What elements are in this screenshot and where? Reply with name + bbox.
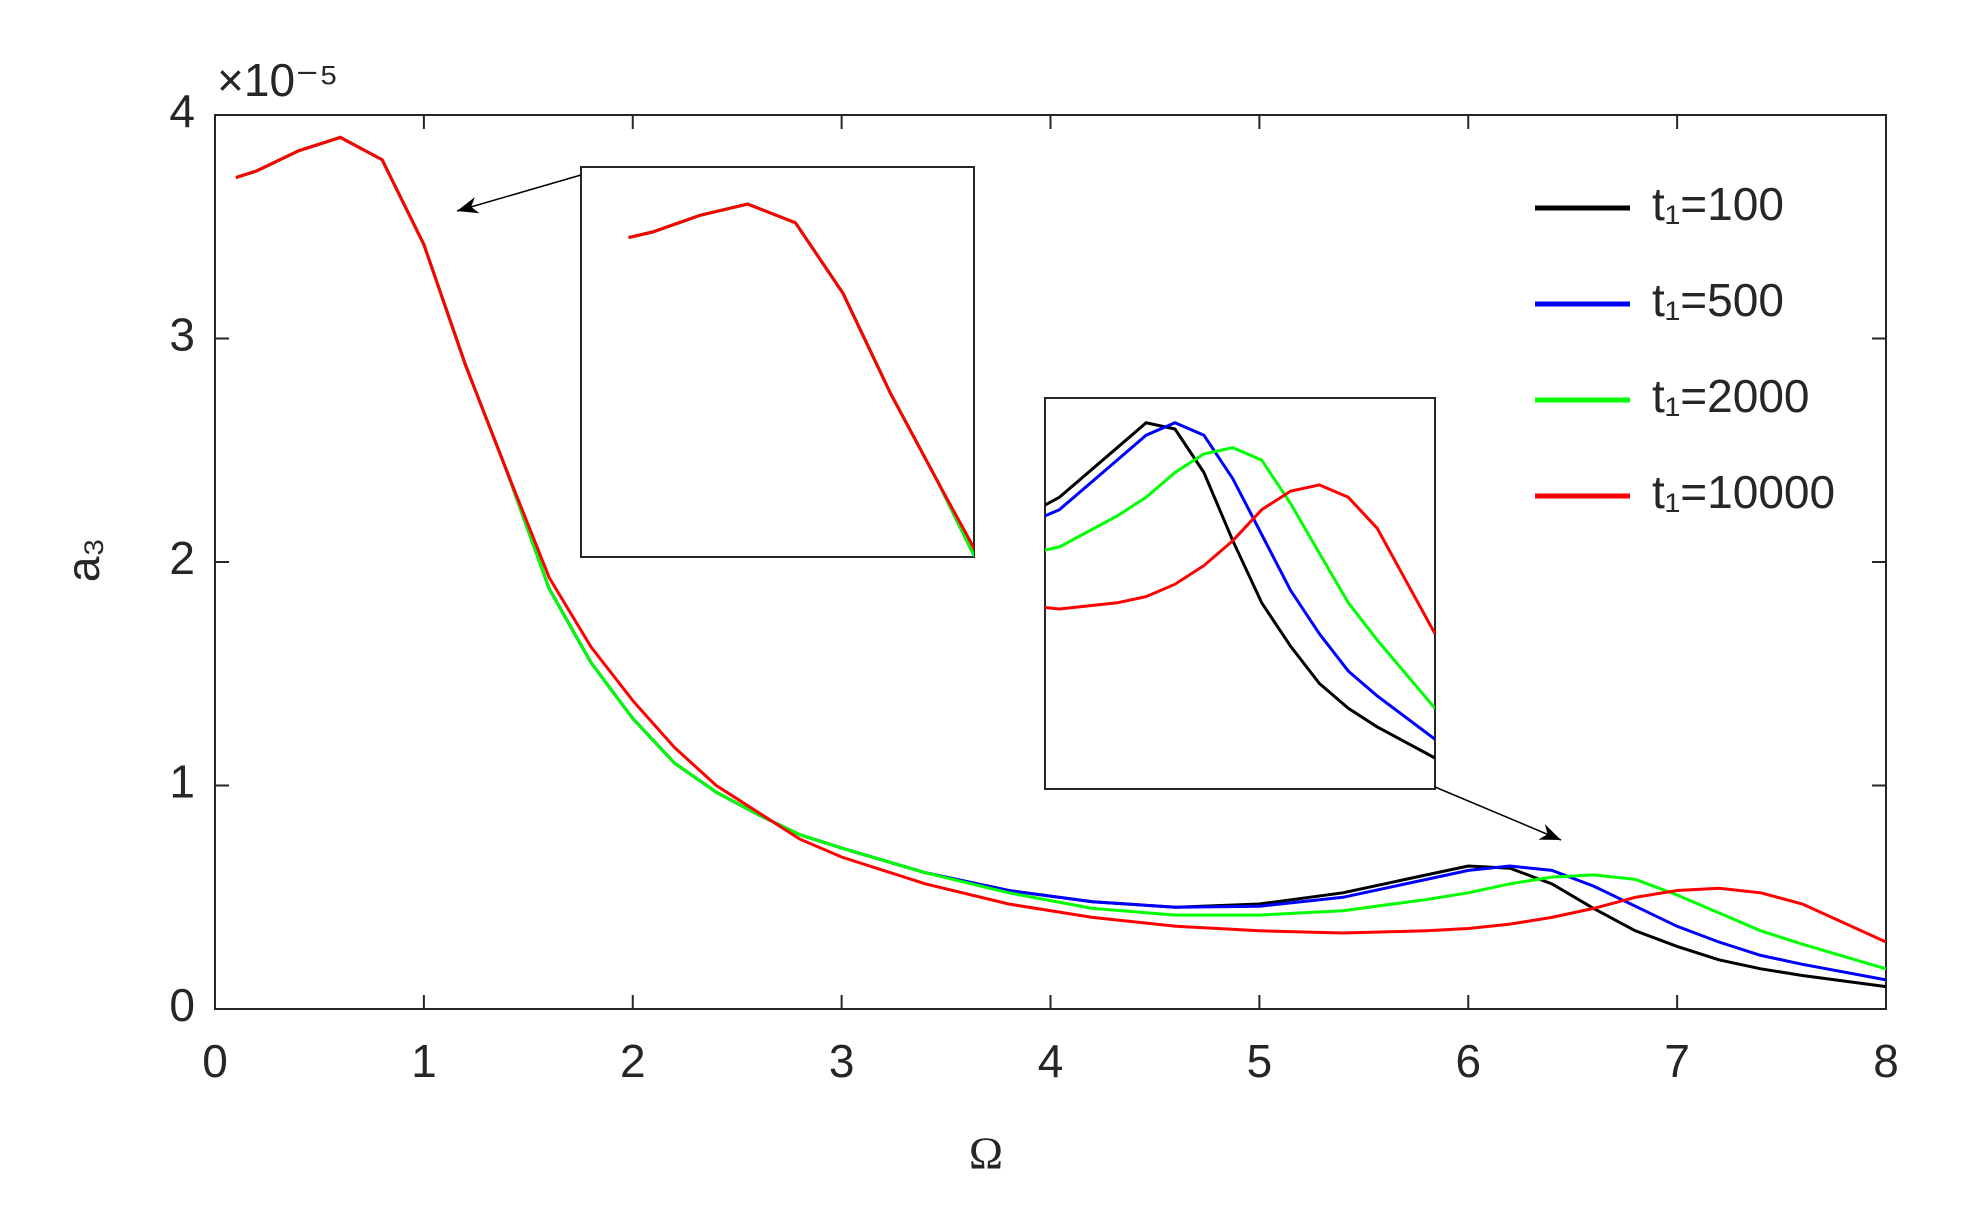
series-line xyxy=(235,135,1887,982)
y-tick-label: 3 xyxy=(169,309,195,361)
x-tick-label: 7 xyxy=(1664,1035,1690,1087)
arrow xyxy=(1434,786,1562,841)
y-tick-label: 0 xyxy=(169,979,195,1031)
inset-line xyxy=(1045,421,1435,760)
y-tick-label: 1 xyxy=(169,756,195,808)
y-multiplier: ×10⁻⁵ xyxy=(217,54,338,106)
plot-frame xyxy=(214,114,1887,1010)
inset-frame xyxy=(580,166,975,558)
y-tick-label: 4 xyxy=(169,85,195,137)
x-tick-label: 5 xyxy=(1247,1035,1273,1087)
series-line xyxy=(235,135,1887,971)
arrow xyxy=(456,174,582,214)
x-tick-label: 6 xyxy=(1455,1035,1481,1087)
x-tick-label: 8 xyxy=(1873,1035,1899,1087)
series-line xyxy=(235,135,1887,944)
y-tick-label: 2 xyxy=(169,532,195,584)
inset-line xyxy=(1045,483,1435,635)
inset-line xyxy=(1045,446,1435,710)
x-axis-label: Ω xyxy=(969,1128,1003,1179)
x-tick-label: 0 xyxy=(202,1035,228,1087)
x-tick-label: 3 xyxy=(829,1035,855,1087)
x-tick-label: 1 xyxy=(411,1035,437,1087)
series-line xyxy=(235,135,1887,989)
legend-label: t₁=500 xyxy=(1652,274,1784,326)
legend-label: t₁=100 xyxy=(1652,178,1784,230)
x-tick-label: 4 xyxy=(1038,1035,1064,1087)
y-axis-label: a₃ xyxy=(57,538,109,582)
inset-line xyxy=(628,202,974,552)
legend-label: t₁=2000 xyxy=(1652,370,1810,422)
inset-frame xyxy=(1044,397,1436,790)
x-tick-label: 2 xyxy=(620,1035,646,1087)
legend-label: t₁=10000 xyxy=(1652,466,1835,518)
inset-line xyxy=(1045,421,1435,741)
